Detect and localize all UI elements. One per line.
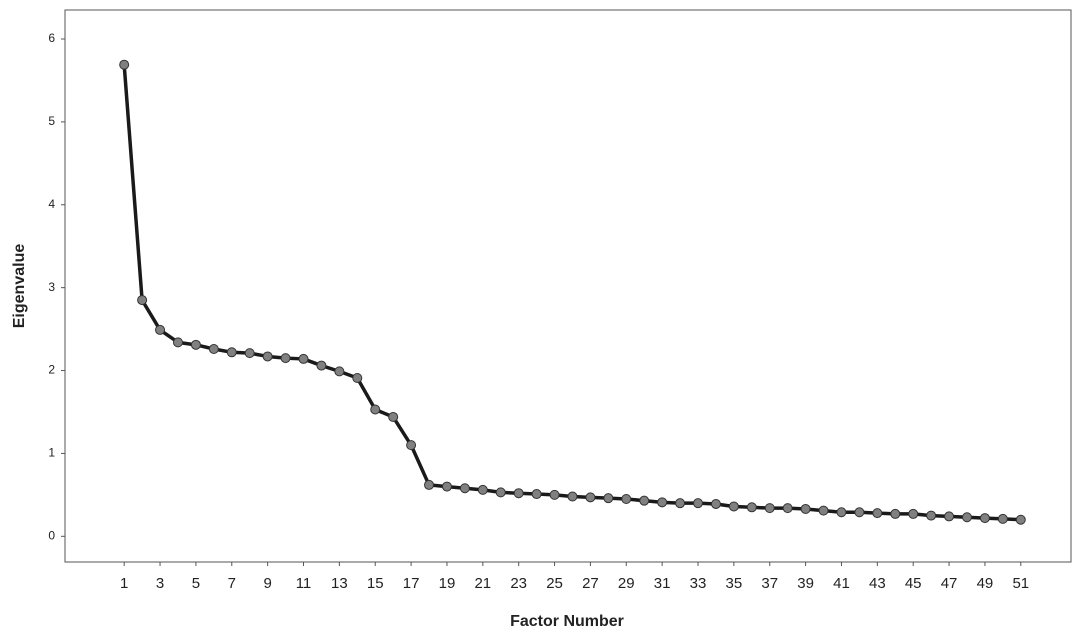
point — [425, 480, 434, 489]
x-axis-title: Factor Number — [510, 613, 624, 630]
x-tick-label: 5 — [192, 575, 200, 592]
point — [245, 349, 254, 358]
x-tick-label: 15 — [367, 575, 384, 592]
x-tick-label: 45 — [905, 575, 922, 592]
x-tick-label: 7 — [228, 575, 236, 592]
point — [335, 367, 344, 376]
y-tick-label: 2 — [48, 363, 55, 377]
x-tick-label: 43 — [869, 575, 886, 592]
point — [227, 348, 236, 357]
point — [837, 508, 846, 517]
point — [945, 512, 954, 521]
point — [927, 511, 936, 520]
y-tick-label: 6 — [48, 31, 55, 45]
point — [586, 493, 595, 502]
x-tick-label: 31 — [654, 575, 671, 592]
point — [191, 340, 200, 349]
point — [389, 412, 398, 421]
point — [962, 513, 971, 522]
plot-frame — [65, 10, 1071, 562]
y-axis-title: Eigenvalue — [11, 244, 28, 329]
point — [514, 489, 523, 498]
x-tick-label: 35 — [726, 575, 743, 592]
point — [765, 504, 774, 513]
x-tick-label: 19 — [439, 575, 456, 592]
point — [478, 485, 487, 494]
x-tick-label: 23 — [510, 575, 527, 592]
x-tick-label: 13 — [331, 575, 348, 592]
x-tick-label: 11 — [296, 575, 312, 592]
point — [711, 499, 720, 508]
point — [460, 484, 469, 493]
y-tick-label: 3 — [48, 280, 55, 294]
x-tick-label: 25 — [546, 575, 563, 592]
point — [819, 506, 828, 515]
point — [891, 509, 900, 518]
point — [353, 374, 362, 383]
point — [568, 492, 577, 501]
x-tick-label: 51 — [1012, 575, 1029, 592]
point — [156, 325, 165, 334]
point — [299, 354, 308, 363]
point — [980, 514, 989, 523]
y-tick-label: 0 — [48, 528, 55, 542]
x-tick-label: 41 — [833, 575, 850, 592]
x-tick-label: 3 — [156, 575, 164, 592]
x-tick-label: 39 — [797, 575, 814, 592]
x-tick-label: 9 — [263, 575, 271, 592]
x-tick-label: 29 — [618, 575, 635, 592]
point — [676, 499, 685, 508]
x-tick-label: 17 — [403, 575, 420, 592]
point — [604, 494, 613, 503]
point — [873, 509, 882, 518]
point — [622, 495, 631, 504]
x-tick-label: 27 — [582, 575, 599, 592]
point — [317, 361, 326, 370]
x-tick-label: 49 — [977, 575, 994, 592]
x-tick-label: 21 — [474, 575, 491, 592]
point — [532, 490, 541, 499]
y-tick-label: 1 — [48, 446, 55, 460]
point — [909, 509, 918, 518]
point — [658, 498, 667, 507]
chart: Factor Number Eigenvalue 012345613579111… — [0, 0, 1075, 634]
point — [138, 296, 147, 305]
point — [998, 514, 1007, 523]
point — [694, 499, 703, 508]
point — [371, 405, 380, 414]
point — [281, 354, 290, 363]
point — [120, 60, 129, 69]
x-tick-label: 33 — [690, 575, 707, 592]
point — [407, 441, 416, 450]
point — [1016, 515, 1025, 524]
point — [263, 352, 272, 361]
point — [173, 338, 182, 347]
point — [442, 482, 451, 491]
point — [747, 503, 756, 512]
point — [855, 508, 864, 517]
x-tick-label: 37 — [761, 575, 778, 592]
y-tick-label: 4 — [48, 197, 55, 211]
point — [801, 504, 810, 513]
point — [729, 502, 738, 511]
point — [209, 344, 218, 353]
point — [496, 488, 505, 497]
y-tick-label: 5 — [48, 114, 55, 128]
point — [550, 490, 559, 499]
x-tick-label: 1 — [120, 575, 128, 592]
point — [640, 496, 649, 505]
point — [783, 504, 792, 513]
x-tick-label: 47 — [941, 575, 958, 592]
